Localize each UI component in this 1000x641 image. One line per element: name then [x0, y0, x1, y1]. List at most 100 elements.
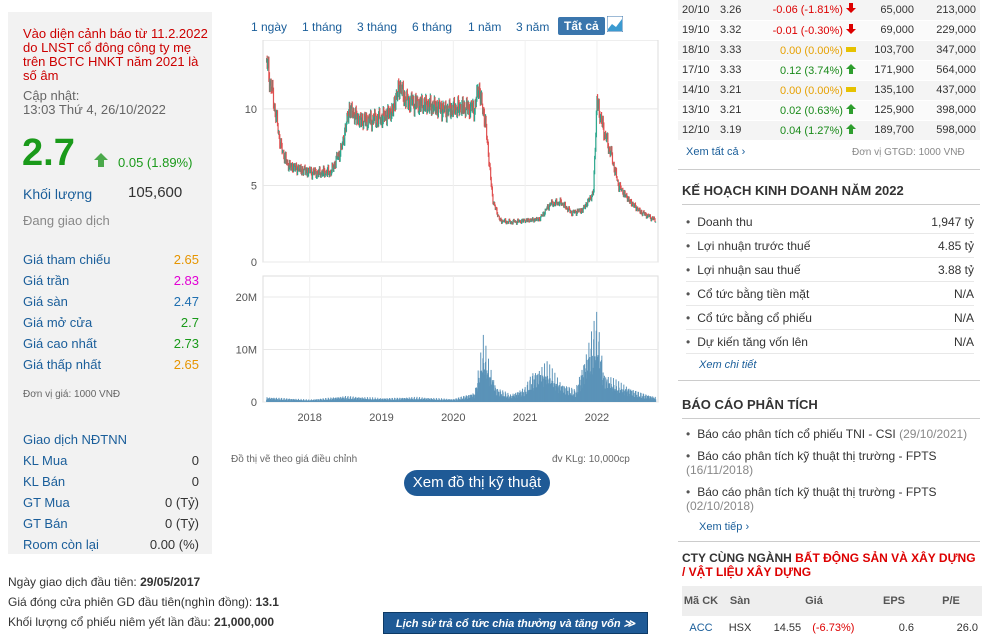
- plan-details-link[interactable]: Xem chi tiết: [699, 359, 757, 371]
- foreign-trading-row: KL Bán 0: [23, 474, 199, 489]
- report-title[interactable]: Báo cáo phân tích kỹ thuật thị trường - …: [697, 449, 937, 463]
- peer-companies-title: CTY CÙNG NGÀNH BẤT ĐỘNG SẢN VÀ XÂY DỰNG …: [682, 551, 982, 579]
- peer-header-price: Giá: [760, 586, 868, 616]
- price-stat-value: 2.47: [173, 294, 199, 309]
- peer-code[interactable]: ACC: [689, 622, 713, 634]
- history-value: 564,000: [918, 60, 980, 81]
- price-stat-row: Giá mở cửa 2.7: [23, 315, 199, 330]
- price-stat-label: Giá trần: [23, 273, 70, 288]
- tab-1-day[interactable]: 1 ngày: [251, 20, 288, 34]
- price-stat-row: Giá sàn 2.47: [23, 294, 199, 309]
- history-change-value: -0.06 (-1.81%): [772, 4, 843, 17]
- view-all-history-link[interactable]: Xem tất cả ›: [686, 146, 746, 158]
- peer-companies-table: Mã CK Sàn Giá EPS P/E ACC HSX 14.55 (-6.…: [682, 586, 982, 640]
- peer-row: ACC HSX 14.55 (-6.73%) 0.6 26.0: [682, 616, 982, 640]
- down-arrow-icon: [846, 3, 856, 14]
- warning-text: Vào diện cảnh báo từ 11.2.2022 do LNST c…: [23, 26, 208, 83]
- history-change: 0.04 (1.27%): [756, 120, 860, 141]
- price-tick-label: 5: [251, 180, 257, 192]
- volume-tick-label: 20M: [236, 292, 257, 304]
- history-volume: 171,900: [860, 60, 918, 81]
- tab-1-month[interactable]: 1 tháng: [302, 20, 343, 34]
- history-value: 347,000: [918, 40, 980, 61]
- year-tick-label: 2020: [441, 412, 465, 424]
- foreign-label: GT Bán: [23, 516, 68, 531]
- business-plan-row: Lợi nhuận trước thuế 4.85 tỷ: [686, 234, 974, 258]
- foreign-label: KL Bán: [23, 474, 66, 489]
- chart-type-icon[interactable]: [606, 15, 624, 33]
- tab-6-months[interactable]: 6 tháng: [412, 20, 453, 34]
- year-tick-label: 2021: [513, 412, 537, 424]
- price-stat-label: Giá cao nhất: [23, 336, 97, 351]
- price-plot-area: [262, 40, 659, 263]
- foreign-value: 0 (Tỷ): [165, 516, 199, 531]
- history-volume: 125,900: [860, 100, 918, 121]
- business-plan-row: Cổ tức bằng tiền mặt N/A: [686, 282, 974, 306]
- foreign-label: KL Mua: [23, 453, 68, 468]
- peer-header-eps: EPS: [868, 586, 920, 616]
- peer-header-pe: P/E: [920, 586, 982, 616]
- peer-header-exchange: Sàn: [720, 586, 760, 616]
- peer-industry-link[interactable]: BẤT ĐỘNG SẢN VÀ XÂY DỰNG / VẬT LIỆU XÂY …: [682, 551, 976, 579]
- price-stat-label: Giá thấp nhất: [23, 357, 102, 372]
- peer-price-change: (-6.73%): [812, 622, 855, 634]
- divider: [678, 169, 980, 170]
- up-arrow-icon: [846, 63, 856, 74]
- analysis-report-item[interactable]: Báo cáo phân tích cổ phiếu TNI - CSI (29…: [686, 427, 976, 441]
- year-tick-label: 2022: [585, 412, 609, 424]
- analysis-report-item[interactable]: Báo cáo phân tích kỹ thuật thị trường - …: [686, 449, 976, 477]
- history-date: 20/10: [678, 0, 716, 21]
- report-title[interactable]: Báo cáo phân tích cổ phiếu TNI - CSI: [697, 427, 896, 441]
- updated-time: 13:03 Thứ 4, 26/10/2022: [23, 102, 166, 117]
- history-volume: 65,000: [860, 0, 918, 21]
- plan-value: N/A: [953, 334, 974, 349]
- foreign-label: Room còn lại: [23, 537, 99, 552]
- tab-3-years[interactable]: 3 năm: [516, 20, 550, 34]
- volume-value: 105,600: [128, 184, 183, 201]
- trading-status: Đang giao dịch: [23, 213, 110, 228]
- plan-value: 1,947 tỷ: [931, 214, 974, 229]
- dividend-history-button[interactable]: Lịch sử trả cổ tức chia thưởng và tăng v…: [383, 612, 648, 634]
- business-plan-row: Lợi nhuận sau thuế 3.88 tỷ: [686, 258, 974, 282]
- price-tick-label: 0: [251, 257, 257, 269]
- up-arrow-icon: [94, 153, 108, 167]
- plan-label: Lợi nhuận trước thuế: [686, 239, 810, 253]
- plan-value: N/A: [953, 286, 974, 301]
- tab-all[interactable]: Tất cả: [558, 17, 605, 35]
- history-volume: 103,700: [860, 40, 918, 61]
- price-history-table: 20/10 3.26 -0.06 (-1.81%) 65,000 213,000 19/…: [678, 0, 980, 141]
- listed-value: 21,000,000: [214, 615, 275, 629]
- tab-3-months[interactable]: 3 tháng: [357, 20, 398, 34]
- price-stat-label: Giá sàn: [23, 294, 68, 309]
- up-arrow-icon: [846, 103, 856, 114]
- plan-value: N/A: [953, 310, 974, 325]
- price-stat-value: 2.65: [173, 252, 199, 267]
- history-date: 13/10: [678, 100, 716, 121]
- volume-tick-label: 0: [251, 397, 257, 409]
- more-reports-label: Xem tiếp: [699, 521, 743, 533]
- plan-label: Doanh thu: [686, 215, 752, 229]
- view-technical-chart-button[interactable]: Xem đồ thị kỹ thuật: [404, 470, 550, 496]
- history-change: 0.02 (0.63%): [756, 100, 860, 121]
- analysis-report-item[interactable]: Báo cáo phân tích kỹ thuật thị trường - …: [686, 485, 976, 513]
- business-plan-row: Cổ tức bằng cổ phiếu N/A: [686, 306, 974, 330]
- peer-price-value: 14.55: [773, 622, 802, 634]
- history-price: 3.21: [716, 80, 756, 101]
- more-reports-link[interactable]: Xem tiếp ›: [699, 521, 750, 533]
- unit-note: Đơn vị giá: 1000 VNĐ: [23, 389, 121, 400]
- history-unit: Đơn vị GTGD: 1000 VNĐ: [852, 147, 965, 158]
- report-title[interactable]: Báo cáo phân tích kỹ thuật thị trường - …: [697, 485, 937, 499]
- first-day-value: 29/05/2017: [140, 575, 201, 589]
- updated-label: Cập nhật:: [23, 88, 80, 103]
- chart-note-right: đv KLg: 10,000cp: [552, 454, 630, 465]
- history-date: 19/10: [678, 20, 716, 41]
- history-change: -0.06 (-1.81%): [756, 0, 860, 21]
- business-plan-row: Dự kiến tăng vốn lên N/A: [686, 330, 974, 354]
- down-arrow-icon: [846, 23, 856, 34]
- foreign-trading-row: GT Bán 0 (Tỷ): [23, 516, 199, 531]
- price-history-row: 19/10 3.32 -0.01 (-0.30%) 69,000 229,000: [678, 20, 980, 41]
- history-date: 14/10: [678, 80, 716, 101]
- tab-1-year[interactable]: 1 năm: [468, 20, 502, 34]
- plan-label: Dự kiến tăng vốn lên: [686, 335, 808, 349]
- peer-eps: 0.6: [898, 622, 914, 634]
